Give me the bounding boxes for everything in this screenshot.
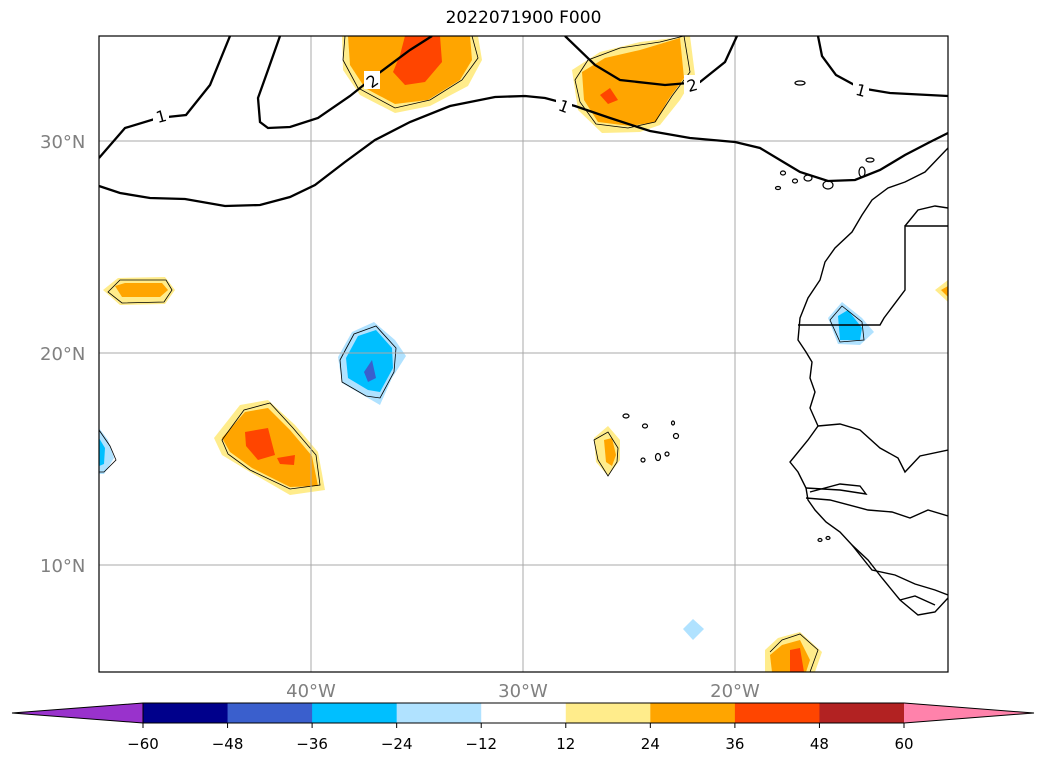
colorbar-segment (143, 703, 229, 723)
lat-label: 30°N (40, 132, 85, 153)
lon-label: 30°W (498, 681, 548, 702)
latitude-labels: 30°N 20°N 10°N (40, 132, 85, 577)
contour-line-1-main (99, 94, 948, 208)
anomaly-blob-blue-small (683, 619, 704, 640)
colorbar-extend-high (904, 703, 1034, 723)
anomaly-blob-top-center (342, 36, 482, 113)
lon-label: 40°W (286, 681, 336, 702)
contour-lines (99, 36, 948, 208)
contour-label: 1 (154, 106, 169, 127)
border-line (805, 483, 868, 495)
island (641, 423, 649, 429)
contour-label: 1 (854, 80, 869, 101)
colorbar-extend-low (12, 703, 143, 723)
island (858, 166, 866, 178)
anomaly-fill-regions (99, 36, 948, 672)
longitude-labels: 40°W 30°W 20°W (286, 681, 760, 702)
colorbar: −60 −48 −36 −24 −12 12 24 36 48 60 (11, 702, 1035, 753)
map-title: 2022071900 F000 (445, 8, 602, 28)
contour-line-1-left (99, 36, 232, 159)
island (640, 457, 646, 463)
border-line (805, 497, 948, 519)
colorbar-tick-label: 36 (725, 735, 744, 753)
border-line (798, 225, 948, 326)
colorbar-segment (650, 703, 736, 723)
anomaly-blob-top-right (572, 36, 695, 133)
african-coastline (789, 147, 948, 616)
colorbar-segment (819, 703, 905, 723)
colorbar-tick-label: 24 (641, 735, 660, 753)
island (672, 432, 680, 440)
colorbar-tick-label: 12 (556, 735, 575, 753)
island (791, 178, 799, 184)
contour-labels: 1 2 2 1 1 (153, 71, 869, 127)
island (774, 185, 782, 191)
colorbar-segment (734, 703, 820, 723)
colorbar-tick-label: −60 (127, 735, 159, 753)
colorbar-tick-label: −12 (465, 735, 497, 753)
lat-label: 10°N (40, 556, 85, 577)
island (794, 80, 806, 86)
anomaly-thin-contours (99, 36, 865, 672)
lon-label: 20°W (710, 681, 760, 702)
colorbar-segment (312, 703, 398, 723)
anomaly-blob-bottom-right (765, 632, 822, 672)
colorbar-tick-label: 48 (810, 735, 829, 753)
island (670, 420, 676, 426)
colorbar-tick-label: −48 (212, 735, 244, 753)
anomaly-blob-blue-center (338, 322, 406, 405)
island (622, 413, 630, 419)
colorbar-tick-label: −24 (381, 735, 413, 753)
island (825, 535, 831, 541)
colorbar-segment (396, 703, 482, 723)
contour-line-2-left (256, 36, 433, 130)
colorbar-tick-label: 60 (894, 735, 913, 753)
border-line (851, 544, 948, 596)
anomaly-blob-right-edge (935, 280, 948, 302)
border-line (817, 423, 948, 474)
colorbar-ticks: −60 −48 −36 −24 −12 12 24 36 48 60 (127, 723, 914, 753)
map-frame (98, 35, 949, 673)
lat-label: 20°N (40, 344, 85, 365)
colorbar-segments (12, 703, 1034, 723)
colorbar-segment (227, 703, 313, 723)
anomaly-blob-left (103, 277, 175, 305)
colorbar-tick-label: −36 (296, 735, 328, 753)
anomaly-blob-blue-left-edge (99, 428, 114, 474)
anomaly-blob-center-left (214, 400, 325, 495)
contour-line-1-right (816, 36, 948, 98)
contour-line-2-right (564, 36, 739, 87)
island (779, 170, 787, 176)
colorbar-segment (565, 703, 651, 723)
island (664, 451, 670, 457)
border-line (899, 595, 936, 606)
coastlines (789, 147, 948, 616)
island (803, 174, 813, 182)
colorbar-segment (481, 703, 567, 723)
contour-label: 2 (685, 75, 700, 96)
islands (622, 80, 875, 543)
border-line (904, 205, 948, 227)
island (865, 157, 875, 163)
island (822, 180, 834, 190)
island (817, 537, 823, 543)
map-plot-area: 1 2 2 1 1 (99, 36, 948, 672)
island (654, 452, 662, 462)
